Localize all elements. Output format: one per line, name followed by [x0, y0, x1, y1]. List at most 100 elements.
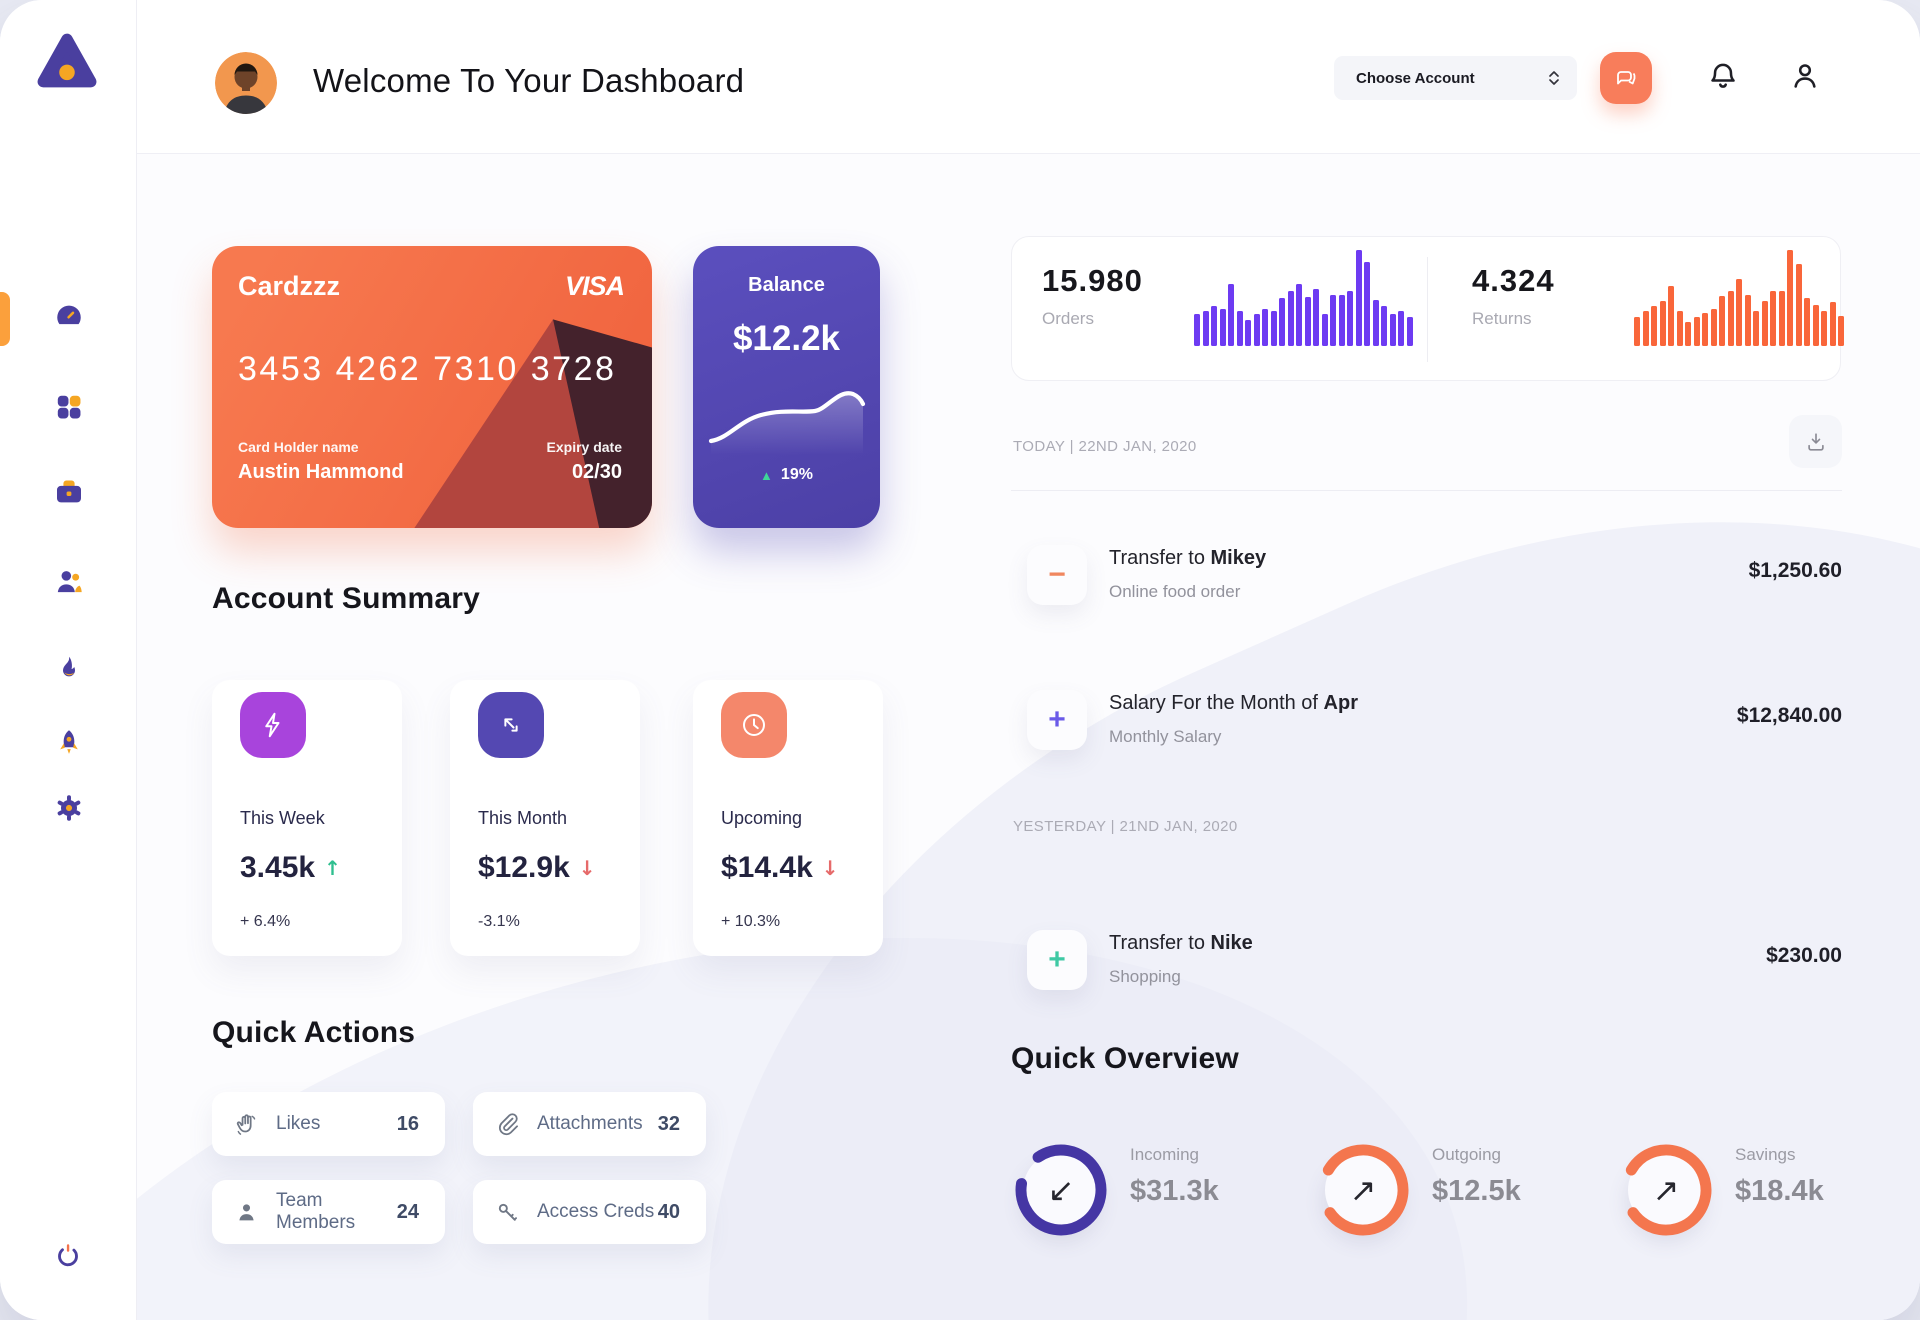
logout-button[interactable] — [53, 1240, 83, 1270]
page-title: Welcome To Your Dashboard — [313, 62, 745, 99]
download-statement-button[interactable] — [1789, 415, 1842, 468]
power-icon — [58, 1244, 78, 1267]
transaction-title: Transfer to — [1109, 932, 1211, 954]
summary-change: + 10.3% — [721, 913, 781, 930]
quick-action-count: 16 — [396, 1112, 419, 1135]
header: Welcome To Your Dashboard Choose Account — [137, 0, 1920, 154]
arrow-down-left-icon: ↙ — [1047, 1171, 1075, 1209]
rocket-icon — [60, 730, 78, 754]
visa-logo: VISA — [564, 271, 625, 301]
overview-label: Savings — [1735, 1145, 1796, 1164]
card-holder-label: Card Holder name — [238, 439, 359, 455]
balance-card[interactable]: Balance $12.2k ▲ 19% — [693, 246, 880, 528]
gear-icon — [57, 795, 81, 821]
account-summary-title: Account Summary — [212, 582, 481, 615]
orders-value: 15.980 — [1042, 263, 1143, 298]
card-expiry-value: 02/30 — [571, 461, 622, 483]
transactions-date-yesterday: YESTERDAY | 21ND JAN, 2020 — [1013, 818, 1238, 835]
plus-icon: + — [1048, 943, 1066, 976]
transaction-subtitle: Online food order — [1109, 582, 1241, 601]
sidebar-item-apps[interactable] — [53, 391, 85, 423]
transaction-row[interactable]: + Transfer to Nike Shopping $230.00 — [1011, 930, 1842, 990]
credit-card[interactable]: Cardzzz VISA 3453 4262 7310 3728 Card Ho… — [212, 246, 652, 528]
quick-action-likes[interactable]: Likes 16 — [212, 1092, 445, 1156]
sidebar-item-settings[interactable] — [53, 792, 85, 824]
lightning-icon — [240, 692, 306, 758]
sidebar-item-team[interactable] — [53, 566, 85, 598]
quick-action-team-members[interactable]: Team Members 24 — [212, 1180, 445, 1244]
balance-change: 19% — [780, 466, 813, 483]
download-icon — [1807, 432, 1824, 451]
notifications-button[interactable] — [1705, 58, 1741, 94]
transaction-title: Transfer to — [1109, 547, 1211, 569]
sidebar-item-work[interactable] — [53, 476, 85, 508]
transactions-date-today: TODAY | 22ND JAN, 2020 — [1013, 438, 1197, 455]
returns-value: 4.324 — [1472, 263, 1555, 298]
savings-ring-gauge: ↗ — [1616, 1140, 1716, 1240]
quick-action-attachments[interactable]: Attachments 32 — [473, 1092, 706, 1156]
quick-action-label: Likes — [276, 1113, 321, 1134]
transaction-amount: $12,840.00 — [1736, 704, 1842, 727]
incoming-ring-gauge: ↙ — [1011, 1140, 1111, 1240]
triangle-logo-icon — [37, 33, 97, 88]
arrow-up-right-icon: ↗ — [1652, 1171, 1680, 1209]
avatar-image — [215, 52, 277, 114]
plus-icon: + — [1048, 703, 1066, 736]
summary-value: 3.45k — [240, 851, 316, 884]
app-logo[interactable] — [36, 30, 98, 97]
transaction-row[interactable]: − Transfer to Mikey Online food order $1… — [1011, 545, 1842, 605]
chevron-updown-icon — [1549, 71, 1559, 85]
quick-action-access-creds[interactable]: Access Creds 40 — [473, 1180, 706, 1244]
balance-sparkline-chart — [708, 391, 866, 455]
divider — [1011, 490, 1842, 491]
paperclip-icon — [499, 1112, 518, 1135]
quick-action-label: Team Members — [276, 1190, 356, 1233]
diagonal-arrows-icon — [478, 692, 544, 758]
trend-down-icon: ↓ — [578, 856, 596, 880]
key-icon — [498, 1203, 517, 1221]
chat-bubbles-icon — [1617, 71, 1636, 85]
choose-account-dropdown[interactable]: Choose Account — [1334, 56, 1577, 100]
sidebar-item-dashboard[interactable] — [53, 300, 85, 332]
grid-icon — [57, 395, 81, 419]
main-content: Cardzzz VISA 3453 4262 7310 3728 Card Ho… — [137, 154, 1920, 1320]
orders-returns-stats-card: 15.980 Orders 4.324 Returns — [1011, 236, 1844, 381]
minus-icon: − — [1048, 558, 1066, 591]
summary-label: Upcoming — [721, 808, 803, 828]
summary-card-this-week[interactable]: This Week 3.45k ↑ + 6.4% — [212, 680, 402, 956]
choose-account-label: Choose Account — [1356, 69, 1475, 87]
arrow-up-right-icon: ↗ — [1349, 1171, 1377, 1209]
transaction-row[interactable]: + Salary For the Month of Apr Monthly Sa… — [1011, 690, 1842, 750]
summary-card-upcoming[interactable]: Upcoming $14.4k ↓ + 10.3% — [693, 680, 883, 956]
sidebar-item-trending[interactable] — [53, 653, 85, 685]
overview-value: $31.3k — [1130, 1175, 1219, 1207]
speedometer-icon — [57, 305, 81, 325]
balance-value: $12.2k — [732, 319, 841, 358]
messages-button[interactable] — [1600, 52, 1652, 104]
overview-value: $12.5k — [1432, 1175, 1521, 1207]
quick-action-count: 24 — [396, 1200, 419, 1223]
outgoing-ring-gauge: ↗ — [1313, 1140, 1413, 1240]
user-icon — [1794, 64, 1816, 88]
trend-up-icon: ↑ — [324, 856, 341, 880]
summary-card-this-month[interactable]: This Month $12.9k ↓ -3.1% — [450, 680, 640, 956]
orders-bar-chart — [1194, 248, 1413, 346]
transaction-amount: $1,250.60 — [1748, 559, 1842, 582]
transaction-subtitle: Shopping — [1109, 967, 1181, 986]
bell-icon — [1711, 63, 1735, 88]
up-arrow-icon: ▲ — [760, 467, 773, 483]
card-expiry-label: Expiry date — [546, 439, 622, 455]
sidebar — [0, 0, 137, 1320]
flame-icon — [63, 656, 75, 677]
card-holder-name: Austin Hammond — [238, 461, 404, 483]
person-icon — [239, 1203, 254, 1220]
briefcase-icon — [57, 480, 81, 503]
transaction-amount: $230.00 — [1766, 944, 1842, 967]
quick-action-label: Attachments — [537, 1113, 643, 1134]
profile-button[interactable] — [1787, 58, 1823, 94]
summary-value: $14.4k — [721, 851, 813, 884]
orders-label: Orders — [1042, 309, 1094, 328]
user-avatar[interactable] — [215, 52, 277, 114]
card-number: 3453 4262 7310 3728 — [238, 350, 617, 388]
sidebar-item-launch[interactable] — [53, 727, 85, 759]
